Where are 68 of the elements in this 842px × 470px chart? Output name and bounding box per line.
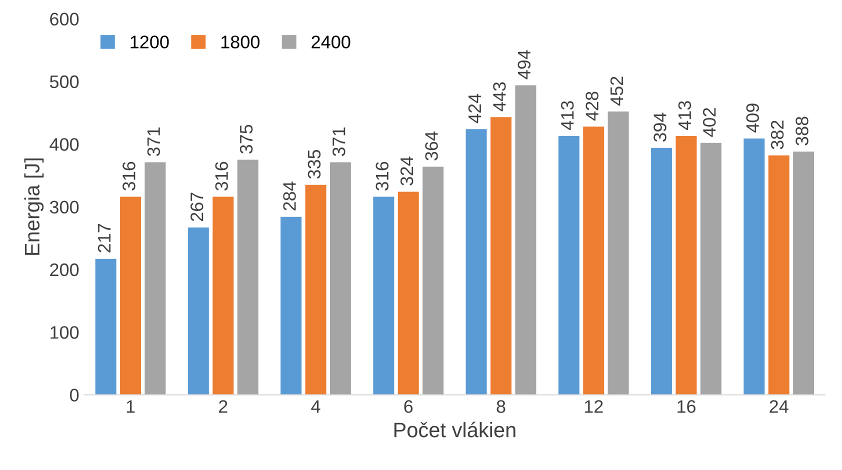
bar bbox=[651, 148, 672, 395]
data-label: 267 bbox=[190, 192, 204, 222]
data-label: 316 bbox=[376, 162, 389, 191]
x-tick-label: 8 bbox=[496, 400, 506, 413]
data-label: 284 bbox=[283, 182, 296, 210]
data-label: 316 bbox=[122, 162, 136, 191]
bar bbox=[398, 192, 419, 395]
y-tick-label: 300 bbox=[50, 200, 79, 214]
data-label: 452 bbox=[610, 76, 624, 106]
data-label: 316 bbox=[215, 162, 228, 191]
bar bbox=[212, 196, 234, 395]
data-label: 371 bbox=[332, 128, 346, 156]
data-label: 324 bbox=[400, 156, 414, 186]
x-tick-label: 4 bbox=[311, 400, 320, 413]
bar bbox=[422, 166, 444, 395]
y-tick-label: 0 bbox=[70, 388, 79, 402]
y-tick-label: 600 bbox=[50, 12, 79, 26]
x-tick-label: 6 bbox=[404, 400, 413, 413]
data-label: 335 bbox=[308, 150, 321, 179]
bar bbox=[515, 85, 536, 395]
bar bbox=[120, 196, 142, 395]
bar bbox=[608, 112, 629, 395]
bar bbox=[466, 129, 487, 395]
data-label: 382 bbox=[770, 120, 784, 150]
bar bbox=[144, 162, 166, 395]
data-label: 375 bbox=[240, 124, 253, 154]
legend-label: 1800 bbox=[221, 36, 260, 48]
bar bbox=[305, 184, 326, 395]
y-axis-title: Energia [J] bbox=[24, 158, 44, 255]
bar bbox=[280, 216, 302, 395]
bar bbox=[237, 160, 258, 395]
bar bbox=[490, 117, 512, 395]
data-label: 388 bbox=[796, 116, 808, 146]
bar bbox=[793, 152, 814, 395]
x-tick-label: 24 bbox=[770, 400, 788, 413]
y-tick-label: 500 bbox=[50, 75, 79, 88]
x-tick-label: 16 bbox=[678, 400, 696, 413]
y-tick-label: 100 bbox=[50, 326, 79, 339]
data-label: 217 bbox=[98, 224, 110, 252]
legend-label: 2400 bbox=[312, 36, 350, 48]
data-label: 413 bbox=[678, 101, 692, 130]
data-label: 371 bbox=[147, 128, 160, 156]
bar bbox=[558, 136, 580, 395]
data-label: 402 bbox=[702, 108, 716, 137]
data-label: 413 bbox=[560, 101, 574, 130]
x-tick-label: 2 bbox=[219, 400, 228, 413]
bar bbox=[700, 142, 722, 395]
data-label: 428 bbox=[586, 92, 598, 121]
y-tick-label: 400 bbox=[50, 138, 79, 151]
data-label: 394 bbox=[654, 112, 666, 142]
bar bbox=[744, 138, 765, 395]
x-tick-label: 12 bbox=[584, 400, 603, 413]
bar bbox=[188, 227, 209, 395]
bar bbox=[768, 155, 790, 395]
bar bbox=[676, 136, 697, 395]
data-label: 409 bbox=[746, 104, 759, 133]
bar bbox=[373, 196, 394, 395]
data-label: 494 bbox=[518, 50, 531, 80]
bar bbox=[330, 162, 351, 395]
data-label: 424 bbox=[468, 94, 481, 124]
bar bbox=[583, 126, 604, 395]
bar bbox=[95, 258, 116, 395]
data-label: 364 bbox=[425, 132, 438, 160]
y-tick-label: 200 bbox=[50, 263, 79, 276]
legend-label: 1200 bbox=[130, 36, 169, 48]
data-label: 443 bbox=[493, 82, 506, 112]
x-axis-title: Počet vlákien bbox=[394, 422, 516, 438]
x-tick-label: 1 bbox=[126, 400, 135, 413]
